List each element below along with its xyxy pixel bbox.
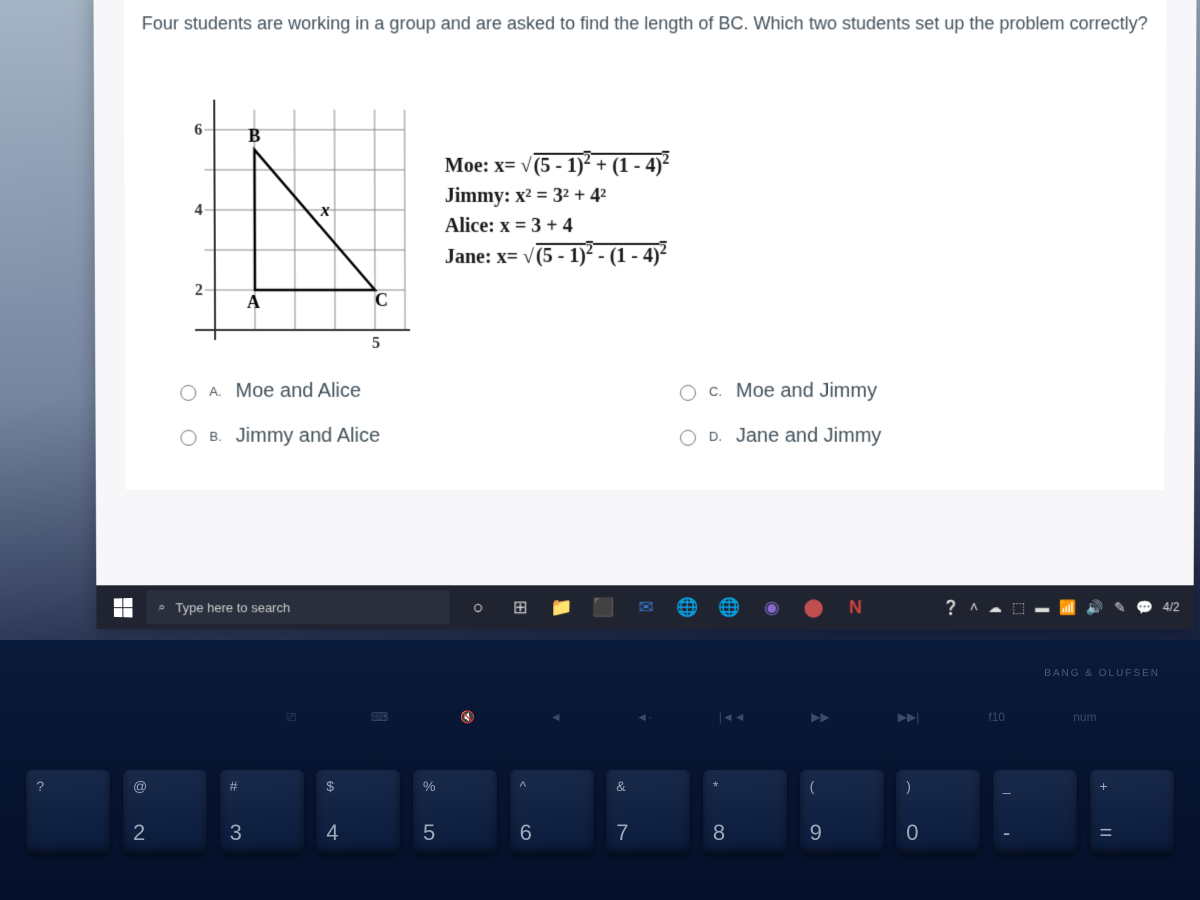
svg-text:5: 5 [372, 335, 380, 352]
alice-equation: Alice: x = 3 + 4 [445, 211, 669, 241]
key-3: #3 [220, 770, 304, 854]
app3-icon[interactable]: N [836, 588, 874, 626]
key-5: %5 [413, 770, 497, 854]
taskbar-search[interactable]: ⌕ Type here to search [146, 590, 449, 624]
task-view-icon[interactable]: ⊞ [501, 588, 539, 626]
pen-icon[interactable]: ✎ [1114, 599, 1126, 616]
app1-icon[interactable]: ◉ [753, 588, 791, 626]
option-b[interactable]: B. Jimmy and Alice [175, 425, 615, 448]
battery-icon[interactable]: ▬ [1035, 599, 1049, 615]
triangle-graph: 6 4 2 5 B A C x [174, 90, 415, 360]
key-6: ^6 [510, 770, 594, 854]
key-8: *8 [703, 770, 787, 854]
point-c-label: C [375, 290, 388, 310]
laptop-brand: BANG & OLUFSEN [1044, 668, 1160, 679]
key-4: $4 [316, 770, 400, 854]
chevron-up-icon[interactable]: ˄ [970, 599, 978, 615]
security-icon[interactable]: ⬚ [1012, 599, 1025, 616]
answer-options: A. Moe and Alice C. Moe and Jimmy B. Jim… [175, 380, 1114, 448]
option-b-radio[interactable] [180, 430, 196, 446]
explorer-icon[interactable]: 📁 [543, 588, 581, 626]
windows-taskbar: ⌕ Type here to search ○ ⊞ 📁 ⬛ ✉ 🌐 🌐 ◉ ⬤ … [96, 585, 1193, 629]
jane-equation: Jane: x= √(5 - 1)2 - (1 - 4)2 [445, 241, 669, 272]
option-d-radio[interactable] [680, 430, 696, 446]
question-card: Four students are working in a group and… [124, 0, 1167, 490]
onedrive-icon[interactable]: ☁ [988, 599, 1002, 616]
volume-icon[interactable]: 🔊 [1087, 599, 1104, 616]
key-0: )0 [896, 770, 980, 854]
edge-icon[interactable]: 🌐 [669, 588, 707, 626]
moe-equation: Moe: x= √(5 - 1)2 + (1 - 4)2 [445, 150, 669, 181]
hypotenuse-label: x [320, 200, 330, 220]
option-a-radio[interactable] [180, 385, 196, 401]
question-text: Four students are working in a group and… [124, 0, 1167, 43]
browser2-icon[interactable]: 🌐 [711, 588, 749, 626]
svg-text:2: 2 [195, 282, 203, 299]
key-equals: += [1090, 770, 1174, 854]
key-7: &7 [606, 770, 690, 854]
key-9: (9 [800, 770, 884, 854]
system-tray: ❔ ˄ ☁ ⬚ ▬ 📶 🔊 ✎ 💬 4/2 [943, 599, 1190, 616]
search-icon: ⌕ [158, 599, 165, 615]
key-2: @2 [123, 770, 207, 854]
laptop-keyboard: BANG & OLUFSEN ⎚ ⌨ 🔇 ◄ ◄· |◄◄ ▶▶ ▶▶| f10… [0, 640, 1200, 900]
key-q: ? [26, 770, 110, 854]
monitor-screen: Four students are working in a group and… [93, 0, 1196, 629]
windows-logo-icon [113, 597, 132, 617]
search-placeholder: Type here to search [175, 600, 290, 615]
mail-icon[interactable]: ✉ [627, 588, 665, 626]
app2-icon[interactable]: ⬤ [795, 588, 833, 626]
point-a-label: A [247, 292, 260, 312]
jimmy-equation: Jimmy: x² = 3² + 4² [445, 181, 669, 211]
help-icon[interactable]: ❔ [943, 599, 960, 616]
cortana-icon[interactable]: ○ [459, 588, 497, 626]
option-d[interactable]: D. Jane and Jimmy [675, 425, 1115, 448]
start-button[interactable] [100, 585, 144, 629]
media-key-row: ⎚ ⌨ 🔇 ◄ ◄· |◄◄ ▶▶ ▶▶| f10 num [80, 710, 1120, 725]
store-icon[interactable]: ⬛ [585, 588, 623, 626]
svg-text:6: 6 [194, 122, 202, 139]
svg-text:4: 4 [195, 202, 203, 219]
tray-date[interactable]: 4/2 [1163, 600, 1180, 614]
student-equations: Moe: x= √(5 - 1)2 + (1 - 4)2 Jimmy: x² =… [445, 150, 669, 272]
key-minus: _- [993, 770, 1077, 854]
notifications-icon[interactable]: 💬 [1136, 599, 1153, 616]
option-a[interactable]: A. Moe and Alice [175, 380, 615, 403]
number-key-row: ? @2 #3 $4 %5 ^6 &7 *8 (9 )0 _- += [20, 770, 1180, 854]
point-b-label: B [248, 126, 260, 146]
option-c-radio[interactable] [680, 385, 696, 401]
wifi-icon[interactable]: 📶 [1059, 599, 1076, 616]
option-c[interactable]: C. Moe and Jimmy [675, 380, 1115, 403]
